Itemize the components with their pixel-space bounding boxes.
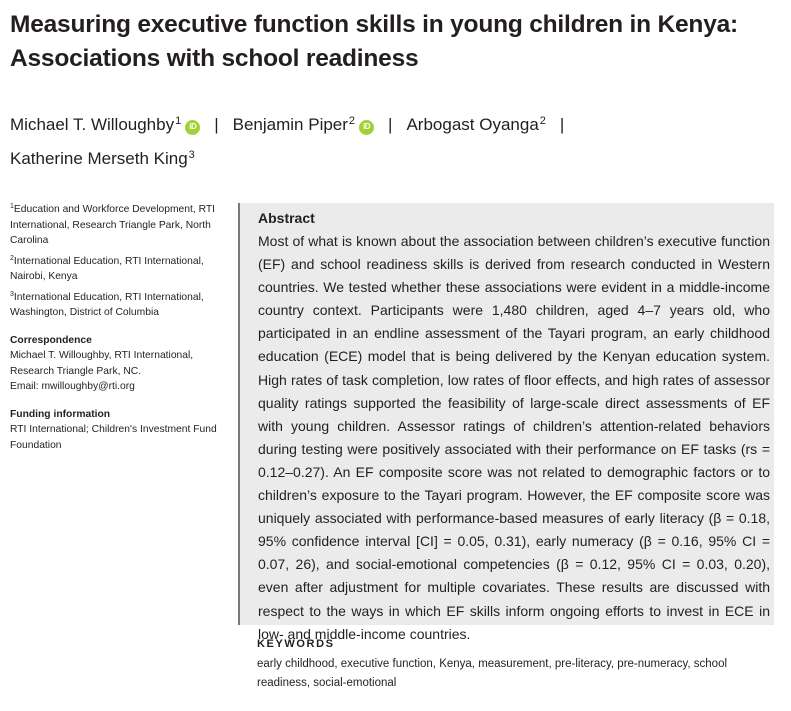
- author-3[interactable]: Arbogast Oyanga2: [406, 115, 545, 134]
- abstract-heading: Abstract: [258, 210, 315, 226]
- author-separator: |: [214, 115, 219, 134]
- abstract-text: Most of what is known about the associat…: [258, 233, 770, 642]
- author-separator: |: [559, 115, 565, 134]
- affiliation-marker: 2: [348, 115, 356, 127]
- author-name: Arbogast Oyanga: [406, 115, 539, 134]
- affiliation-marker: 2: [539, 115, 546, 127]
- author-list: Michael T. Willoughby1 iD | Benjamin Piper2…: [10, 106, 730, 174]
- correspondence-heading: Correspondence: [10, 334, 92, 346]
- affiliation-3: 3International Education, RTI Internatio…: [10, 290, 204, 319]
- affiliation-marker: 3: [188, 149, 195, 161]
- author-2[interactable]: Benjamin Piper2 iD: [232, 115, 375, 135]
- author-4[interactable]: Katherine Merseth King3: [10, 149, 195, 168]
- author-name: Katherine Merseth King: [10, 149, 188, 168]
- keywords-list: early childhood, executive function, Ken…: [257, 658, 728, 689]
- keywords-section: KEYWORDS early childhood, executive func…: [257, 636, 777, 693]
- author-name: Michael T. Willoughby: [10, 115, 175, 134]
- funding-heading: Funding information: [10, 408, 111, 420]
- affiliation-1: 1Education and Workforce Development, RT…: [10, 203, 215, 246]
- keywords-heading: KEYWORDS: [257, 638, 335, 650]
- correspondence-email[interactable]: Email: mwilloughby@rti.org: [10, 381, 135, 392]
- article-title: Measuring executive function skills in y…: [10, 11, 738, 72]
- author-1[interactable]: Michael T. Willoughby1 iD: [10, 115, 201, 135]
- funding-text: RTI International; Children's Investment…: [10, 424, 217, 451]
- correspondence-text: Michael T. Willoughby, RTI International…: [10, 350, 194, 377]
- orcid-icon[interactable]: iD: [185, 119, 201, 135]
- orcid-icon[interactable]: iD: [359, 119, 375, 135]
- abstract-box: Abstract Most of what is known about the…: [238, 203, 774, 642]
- affiliation-2: 2International Education, RTI Internatio…: [10, 254, 204, 283]
- article-sidebar: 1Education and Workforce Development, RT…: [10, 199, 225, 453]
- author-separator: |: [388, 115, 393, 134]
- affiliation-marker: 1: [175, 115, 182, 127]
- author-name: Benjamin Piper: [232, 115, 348, 134]
